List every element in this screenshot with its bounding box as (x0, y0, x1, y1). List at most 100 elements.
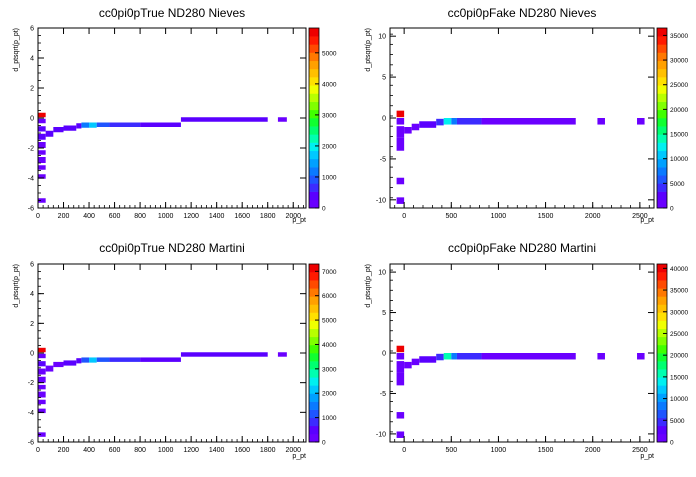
color-bar-segment (309, 272, 319, 281)
color-bar-tick-label: 3000 (322, 112, 337, 119)
color-bar-segment (657, 272, 667, 281)
heatmap-cell (481, 118, 576, 125)
color-bar-segment (657, 433, 667, 443)
color-bar-segment (657, 134, 667, 143)
heatmap-cell (38, 198, 46, 203)
x-tick-label: 500 (445, 213, 457, 220)
heatmap-cell (436, 353, 444, 361)
color-bar: 0 5000 10000 15000 20000 25000 30000 35000 (656, 27, 688, 213)
x-tick-label: 800 (134, 447, 146, 454)
color-bar-segment (657, 425, 667, 435)
x-tick-label: 1000 (158, 447, 174, 454)
color-bar-segment (657, 142, 667, 152)
y-tick-label: -5 (380, 391, 386, 398)
heatmap-cell (597, 353, 605, 360)
x-tick-label: 2000 (285, 447, 301, 454)
heatmap-cell (63, 360, 77, 366)
y-tick-label: 4 (30, 291, 34, 298)
y-tick-label: 10 (378, 34, 386, 41)
heatmap-cell (419, 356, 437, 363)
y-tick-label: -10 (376, 197, 386, 204)
y-tick-label: 0 (382, 116, 386, 123)
color-bar-segment (309, 118, 319, 127)
heatmap-cell (96, 357, 110, 362)
x-tick-label: 1600 (234, 213, 250, 220)
color-bar-tick-label: 25000 (670, 82, 688, 89)
color-bar-tick-label: 2000 (322, 143, 337, 150)
color-bar-segment (309, 264, 319, 273)
heatmap-cells (396, 110, 645, 204)
heatmap-cell (277, 352, 287, 357)
color-bar-segment (657, 126, 667, 135)
heatmap-cell (396, 110, 405, 118)
heatmap-cells (396, 345, 645, 438)
y-tick-label: 10 (378, 270, 386, 277)
heatmap-cell (38, 126, 46, 132)
y-tick-label: 2 (30, 321, 34, 328)
color-bar-tick-label: 15000 (670, 374, 688, 381)
color-bar-segment (309, 401, 319, 410)
color-bar-segment (309, 304, 319, 313)
color-bar-tick-label: 7000 (322, 269, 337, 276)
y-tick-label: -4 (28, 176, 34, 183)
heatmap-cell (443, 118, 452, 125)
y-tick-label: -4 (28, 410, 34, 417)
x-tick-label: 800 (134, 213, 146, 220)
color-bar-tick-label: 5000 (670, 418, 685, 425)
y-axis-label: d_ptsqrt(p_pt) (365, 28, 372, 72)
x-tick-label: 0 (36, 447, 40, 454)
color-bar-segment (309, 393, 319, 402)
heatmap-cell (451, 353, 457, 360)
heatmap-cell (443, 353, 452, 360)
color-bar-segment (309, 385, 319, 394)
color-bar-segment (657, 361, 667, 370)
x-tick-label: 1500 (538, 447, 554, 454)
heatmap-cell (81, 122, 90, 128)
color-bar-segment (309, 433, 319, 443)
x-tick-label: 2000 (585, 213, 601, 220)
color-bar-segment (309, 44, 319, 53)
x-tick-label: 1400 (209, 213, 225, 220)
color-bar-segment (657, 101, 667, 111)
heatmap-cell (436, 118, 444, 126)
color-bar-segment (657, 93, 667, 102)
color-bar-tick-label: 1000 (322, 415, 337, 422)
x-tick-label: 0 (402, 213, 406, 220)
x-tick-label: 1800 (260, 213, 276, 220)
heatmap-cell (396, 177, 405, 185)
color-bar-segment (657, 288, 667, 297)
heatmap-cell (180, 352, 268, 357)
heatmap-cell (38, 133, 46, 140)
color-bar-frame (308, 27, 320, 209)
color-bar-segment (309, 191, 319, 201)
color-bar-segment (657, 191, 667, 201)
heatmap-cell (63, 125, 77, 131)
color-bar-segment (657, 85, 667, 94)
color-bar-segment (309, 312, 319, 321)
heatmap-cell (411, 358, 420, 366)
x-tick-label: 1400 (209, 447, 225, 454)
color-bar-frame (656, 263, 668, 443)
color-bar-segment (657, 264, 667, 273)
x-tick-label: 600 (109, 213, 121, 220)
color-bar-segment (309, 320, 319, 330)
x-tick-label: 400 (83, 213, 95, 220)
color-bar-segment (309, 68, 319, 78)
color-bar-segment (309, 85, 319, 94)
heatmap-cell (140, 357, 181, 362)
color-bar-tick-label: 1000 (322, 174, 337, 181)
heatmap-cell (404, 127, 412, 134)
heatmap-cell (81, 357, 90, 363)
color-bar-segment (657, 175, 667, 184)
color-bar-tick-label: 5000 (322, 50, 337, 57)
x-tick-label: 2500 (632, 213, 648, 220)
color-bar-tick-label: 35000 (670, 33, 688, 40)
x-tick-label: 2500 (632, 447, 648, 454)
color-bar-tick-label: 2000 (322, 391, 337, 398)
heatmap-cell (396, 197, 405, 204)
x-tick-label: 0 (402, 447, 406, 454)
color-bar-segment (657, 280, 667, 289)
x-tick-label: 1000 (491, 447, 507, 454)
color-bar-segment (657, 401, 667, 410)
